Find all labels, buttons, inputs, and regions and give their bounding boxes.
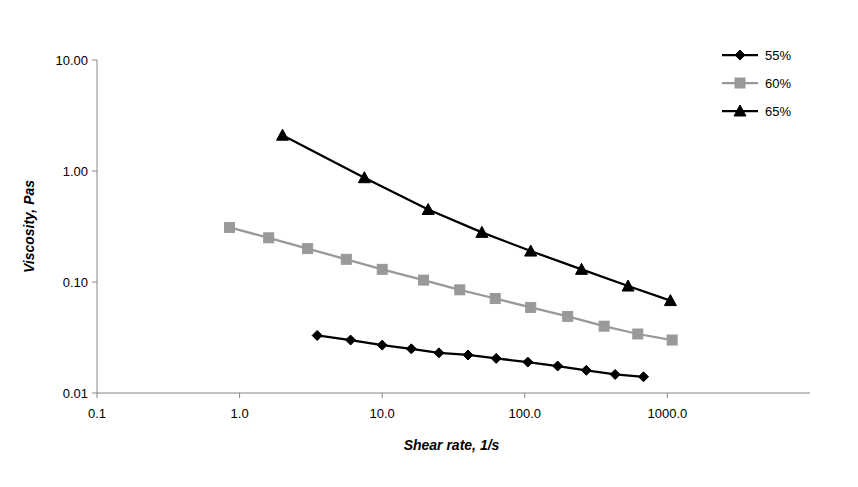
data-point	[490, 294, 500, 304]
y-axis	[97, 60, 98, 393]
data-point	[422, 203, 434, 214]
data-point	[667, 335, 677, 345]
x-tick-label: 1.0	[231, 406, 249, 421]
series-line	[283, 135, 671, 300]
data-point	[455, 285, 465, 295]
series	[225, 222, 678, 345]
data-point	[312, 330, 322, 340]
y-tick	[92, 171, 97, 172]
data-point	[303, 244, 313, 254]
data-point	[264, 233, 274, 243]
data-point	[599, 321, 609, 331]
y-tick-label: 0.10	[63, 275, 88, 290]
data-point	[633, 329, 643, 339]
x-tick	[97, 393, 98, 398]
data-point	[639, 372, 649, 382]
data-point	[563, 311, 573, 321]
legend-label: 55%	[765, 48, 791, 63]
x-axis-title: Shear rate, 1/s	[404, 437, 500, 453]
legend-marker	[734, 105, 746, 116]
data-point	[419, 275, 429, 285]
y-axis-title: Viscosity, Pas	[21, 180, 37, 273]
plot-area	[225, 129, 678, 382]
series-line	[317, 335, 643, 376]
data-point	[434, 348, 444, 358]
data-point	[553, 361, 563, 371]
data-point	[664, 295, 676, 306]
data-point	[358, 172, 370, 183]
data-point	[225, 222, 235, 232]
legend-label: 60%	[765, 76, 791, 91]
data-point	[491, 353, 501, 363]
chart: 0.01 0.10 1.00 10.00 0.1 1.0 10.0 100.0 1000.0 Sh…	[0, 0, 858, 487]
data-point	[377, 264, 387, 274]
x-axis	[97, 393, 810, 394]
data-point	[526, 302, 536, 312]
legend-label: 65%	[765, 104, 791, 119]
y-tick-label: 1.00	[63, 164, 88, 179]
series	[277, 129, 677, 305]
data-point	[576, 263, 588, 274]
data-point	[377, 340, 387, 350]
x-tick-label: 10.0	[370, 406, 395, 421]
data-point	[341, 254, 351, 264]
data-point	[581, 365, 591, 375]
data-point	[523, 357, 533, 367]
x-tick-label: 100.0	[509, 406, 542, 421]
series-line	[230, 227, 673, 340]
x-tick-label: 0.1	[88, 406, 106, 421]
legend-marker	[735, 50, 745, 60]
x-tick	[667, 393, 668, 398]
data-point	[610, 369, 620, 379]
x-tick	[524, 393, 525, 398]
y-tick	[92, 60, 97, 61]
y-tick-label: 0.01	[63, 386, 88, 401]
x-tick	[382, 393, 383, 398]
x-tick-label: 1000.0	[648, 406, 688, 421]
data-point	[277, 129, 289, 140]
series	[312, 330, 648, 381]
data-point	[476, 226, 488, 237]
x-tick	[239, 393, 240, 398]
y-tick	[92, 282, 97, 283]
legend: 55% 60% 65%	[722, 48, 791, 119]
data-point	[525, 245, 537, 256]
data-point	[463, 350, 473, 360]
data-point	[406, 344, 416, 354]
data-point	[622, 280, 634, 291]
y-tick-label: 10.00	[55, 53, 88, 68]
y-tick	[92, 393, 97, 394]
data-point	[346, 335, 356, 345]
legend-marker	[735, 78, 745, 88]
